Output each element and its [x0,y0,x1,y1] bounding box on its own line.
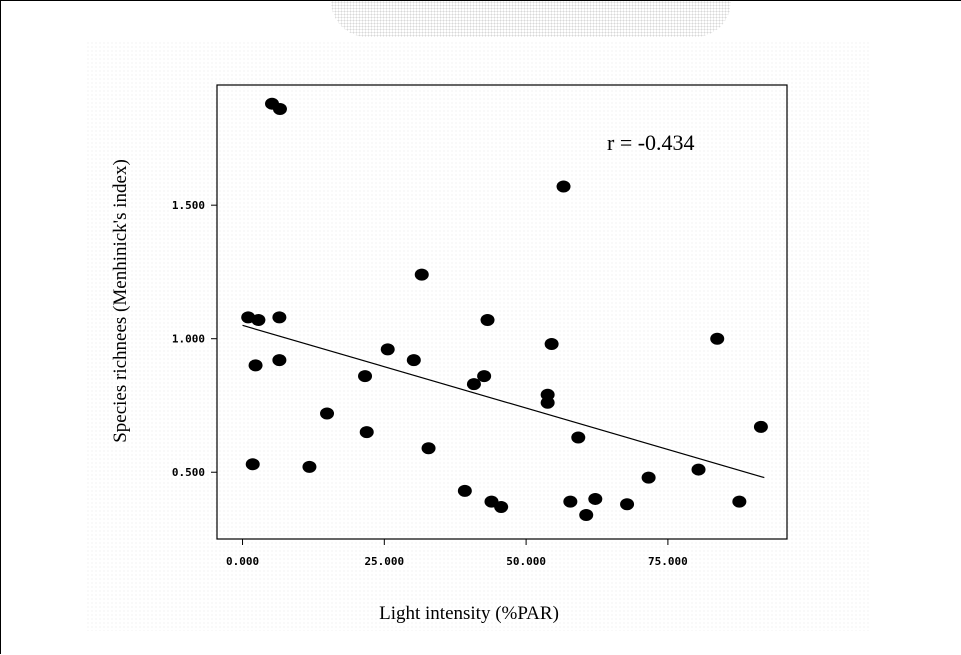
data-point [556,180,571,193]
correlation-annotation: r = -0.434 [607,130,695,155]
data-point [540,396,555,409]
y-tick-label: 1.000 [172,333,205,346]
data-points [241,97,768,521]
data-point [272,354,287,367]
x-tick-label: 0.000 [226,555,259,568]
data-point [248,359,263,372]
data-point [710,332,725,345]
data-point [380,343,395,356]
data-point [457,484,472,497]
data-point [588,492,603,505]
data-point [421,442,436,455]
data-point [563,495,578,508]
data-point [359,426,374,439]
data-point [620,498,635,511]
data-point [480,314,495,327]
data-point [245,458,260,471]
data-point [406,354,421,367]
x-tick-label: 75.000 [648,555,688,568]
data-point [320,407,335,420]
x-tick-label: 50.000 [506,555,546,568]
x-axis-title: Light intensity (%PAR) [379,603,559,624]
x-tick-label: 25.000 [364,555,404,568]
data-point [414,268,429,281]
data-point [272,103,287,116]
axis-ticks [211,204,669,545]
data-point [272,311,287,324]
data-point [251,314,266,327]
data-point [571,431,586,444]
data-point [579,508,594,521]
data-point [302,460,317,473]
plot-area [216,84,788,540]
data-point [691,463,706,476]
tick-labels: 0.000 25.000 50.000 75.000 0.500 1.000 1.500 [172,199,688,568]
data-point [544,338,559,351]
data-point [358,370,373,383]
y-axis-title: Species richnees (Menhinick's index) [110,159,131,443]
watermark-seal [331,1,731,37]
trend-line [242,324,765,479]
data-point [477,370,492,383]
y-tick-label: 1.500 [172,199,205,212]
data-point [732,495,747,508]
data-point [753,420,768,433]
data-point [494,500,509,513]
y-tick-label: 0.500 [172,466,205,479]
data-point [641,471,656,484]
data-point [466,378,481,391]
